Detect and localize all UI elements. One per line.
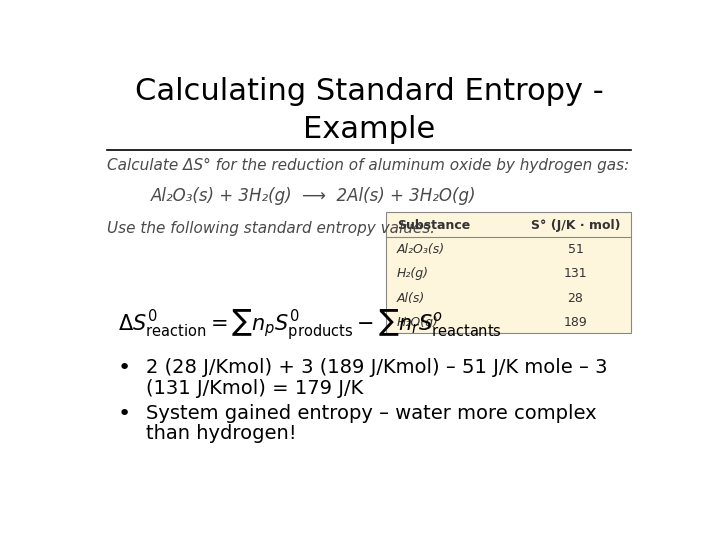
Text: H₂O(g): H₂O(g) <box>397 315 438 329</box>
Text: •: • <box>118 358 131 378</box>
Text: S° (J/K · mol): S° (J/K · mol) <box>531 219 620 232</box>
Text: •: • <box>118 404 131 424</box>
Text: Al₂O₃(s): Al₂O₃(s) <box>397 244 445 256</box>
Text: Example: Example <box>303 114 435 144</box>
Text: than hydrogen!: than hydrogen! <box>145 424 297 443</box>
Text: Al₂O₃(s) + 3H₂(g)  ⟶  2Al(s) + 3H₂O(g): Al₂O₃(s) + 3H₂(g) ⟶ 2Al(s) + 3H₂O(g) <box>150 187 476 205</box>
Text: 131: 131 <box>564 267 588 280</box>
Text: Substance: Substance <box>397 219 470 232</box>
Text: 28: 28 <box>567 292 583 305</box>
Text: 51: 51 <box>567 244 583 256</box>
Text: System gained entropy – water more complex: System gained entropy – water more compl… <box>145 404 596 423</box>
Bar <box>386 212 631 333</box>
Text: Al(s): Al(s) <box>397 292 425 305</box>
Text: (131 J/Kmol) = 179 J/K: (131 J/Kmol) = 179 J/K <box>145 379 363 398</box>
Text: 189: 189 <box>564 315 588 329</box>
Text: Calculating Standard Entropy -: Calculating Standard Entropy - <box>135 77 603 106</box>
Text: Use the following standard entropy values:: Use the following standard entropy value… <box>107 221 435 236</box>
Text: $\Delta S^0_{\mathrm{reaction}} = \sum n_p S^0_{\mathrm{products}} - \sum n_r S^: $\Delta S^0_{\mathrm{reaction}} = \sum n… <box>118 308 502 342</box>
Text: H₂(g): H₂(g) <box>397 267 429 280</box>
Text: 2 (28 J/Kmol) + 3 (189 J/Kmol) – 51 J/K mole – 3: 2 (28 J/Kmol) + 3 (189 J/Kmol) – 51 J/K … <box>145 358 607 377</box>
Text: Calculate ΔS° for the reduction of aluminum oxide by hydrogen gas:: Calculate ΔS° for the reduction of alumi… <box>107 158 629 173</box>
